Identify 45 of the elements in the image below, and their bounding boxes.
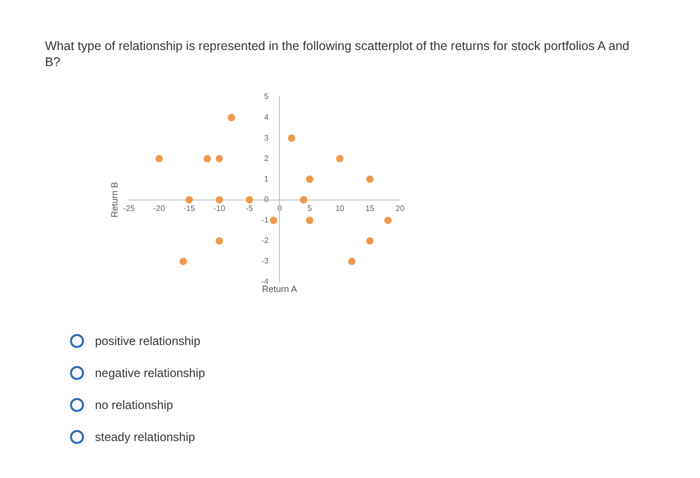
y-tick-label: 2 <box>264 154 270 163</box>
y-tick-label: 3 <box>264 133 270 142</box>
point <box>336 154 344 162</box>
y-tick-label: -2 <box>261 236 270 246</box>
text: steady relationship <box>95 430 196 444</box>
chart-title: What type of relationship is represented in the following scatterplot of the returns for stock portfolios A and B? <box>45 38 630 70</box>
point <box>306 216 314 224</box>
y-tick-label: 4 <box>264 112 270 122</box>
point <box>366 237 374 245</box>
x-tick-label: -20 <box>153 204 166 213</box>
x-tick-label: -15 <box>183 204 196 213</box>
point <box>270 216 278 224</box>
point <box>216 196 224 204</box>
point <box>204 154 211 162</box>
point <box>216 154 224 162</box>
point <box>246 196 254 204</box>
point <box>228 114 236 122</box>
y-tick-label: -3 <box>261 256 270 266</box>
y-tick-label: 5 <box>264 92 270 102</box>
x-tick-label: 15 <box>365 204 375 213</box>
point <box>300 196 308 204</box>
point <box>348 258 356 266</box>
y-tick-label: -4 <box>261 277 270 286</box>
x-tick-label: 5 <box>307 204 312 213</box>
y-tick-label: -1 <box>261 216 270 225</box>
point <box>155 154 163 162</box>
text: positive relationship <box>95 334 200 348</box>
point <box>306 176 314 183</box>
point <box>288 134 296 142</box>
text: negative relationship <box>95 366 206 380</box>
point <box>180 258 187 266</box>
point <box>366 176 374 183</box>
point <box>186 196 193 204</box>
x-tick-label: -5 <box>246 204 254 213</box>
x-tick-label: -10 <box>214 204 226 213</box>
point <box>384 216 392 224</box>
x-axis-title: Return A <box>262 284 298 294</box>
x-tick-label: 20 <box>396 204 405 213</box>
y-axis-title: Return B <box>109 182 120 218</box>
x-tick-label: -25 <box>123 204 136 213</box>
y-tick-label: 0 <box>264 194 270 204</box>
y-tick-label: 1 <box>264 174 270 184</box>
x-tick-label: 10 <box>335 204 345 213</box>
text: no relationship <box>95 398 174 412</box>
point <box>216 237 224 245</box>
